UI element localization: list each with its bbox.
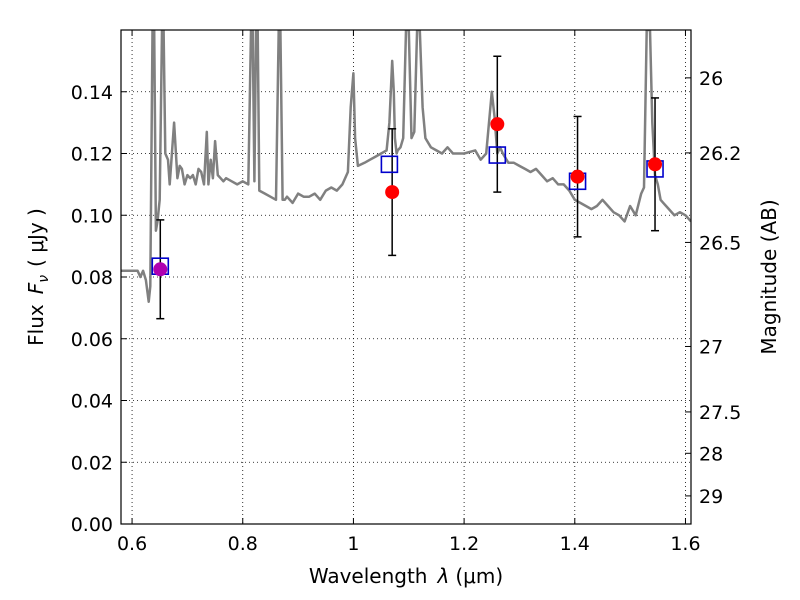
y-tick-label: 0.06 [71,329,113,351]
y2-tick-label: 28 [699,443,723,465]
y-axis-label-subscript: ν [36,275,52,283]
observed-point [570,169,585,184]
y-tick-label: 0.14 [71,82,113,104]
y-tick-label: 0.04 [71,391,113,413]
y-axis-label-prefix: Flux [24,304,48,346]
y2-axis-label: Magnitude (AB) [757,199,781,354]
y-tick-label: 0.00 [71,514,113,536]
x-tick-label: 1 [347,533,359,555]
x-axis-label-symbol: λ [437,564,450,588]
y2-tick-label: 26.5 [699,232,741,254]
x-tick-label: 1.4 [560,533,590,555]
y-tick-label: 0.10 [71,205,113,227]
x-axis-label-unit: (μm) [455,564,503,588]
x-tick-label: 1.2 [449,533,479,555]
y-axis-label-unit: ( μJy ) [24,208,48,267]
model-photometry-square [488,146,507,164]
x-tick-label: 0.8 [228,533,258,555]
y2-tick-label: 26 [699,68,723,90]
sed-model-line [121,30,691,303]
x-tick-label: 1.6 [670,533,700,555]
x-tick-label: 0.6 [117,533,147,555]
y-axis-label: Flux Fν ( μJy ) [24,208,52,346]
y-axis-label-symbol: F [24,282,48,294]
y-tick-label: 0.12 [71,144,113,166]
observed-point [648,157,663,172]
plot-area [121,30,691,320]
model-photometry-square [380,155,399,174]
y2-tick-label: 26.2 [699,143,741,165]
grid [121,30,691,525]
y-tick-label: 0.08 [71,267,113,289]
y2-tick-label: 27 [699,336,723,358]
y2-tick-label: 29 [699,486,723,508]
axis-ticks: 0.6 0.8 1 1.2 1.4 1.6 0.00 0.02 0.04 0.06 0.08 0.10… [71,30,741,555]
y2-tick-label: 27.5 [699,402,741,424]
y-tick-label: 0.02 [71,452,113,474]
observed-point [490,117,505,132]
observed-point [385,185,400,200]
x-axis-label: Wavelength λ (μm) [309,564,503,588]
x-axis-label-prefix: Wavelength [309,564,428,588]
observed-point [153,262,168,277]
